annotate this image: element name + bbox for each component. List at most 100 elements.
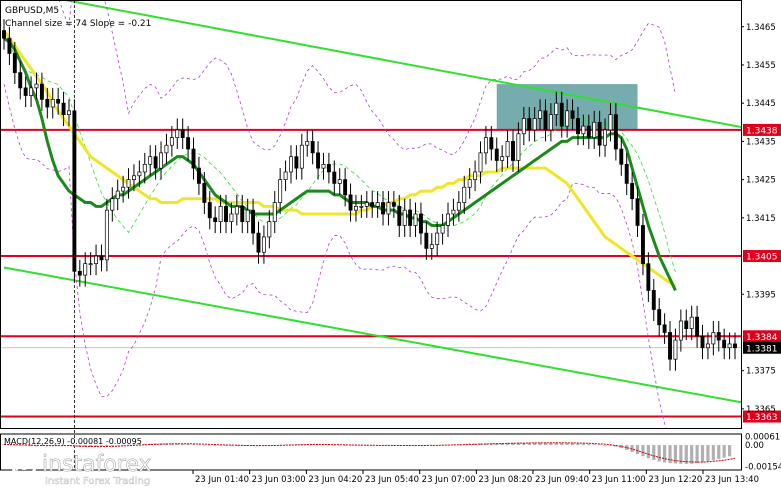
x-tick-label: 23 Jun 12:20 bbox=[648, 475, 702, 485]
macd-bar bbox=[126, 444, 131, 446]
candle bbox=[565, 99, 570, 138]
candle-body bbox=[294, 156, 299, 169]
candle bbox=[12, 42, 17, 85]
macd-bar bbox=[370, 445, 374, 446]
macd-bar bbox=[424, 445, 428, 446]
bollinger-lower bbox=[3, 83, 667, 428]
candle bbox=[283, 160, 288, 192]
macd-bar bbox=[598, 444, 602, 446]
candle-body bbox=[375, 202, 380, 207]
candle bbox=[2, 19, 6, 50]
candle-body bbox=[278, 179, 283, 203]
macd-bar bbox=[256, 445, 261, 446]
candle-body bbox=[402, 209, 407, 226]
macd-bar bbox=[543, 442, 548, 446]
candle bbox=[218, 194, 223, 234]
candle bbox=[619, 137, 624, 176]
candle bbox=[592, 110, 597, 150]
candle-body bbox=[153, 156, 158, 169]
candle-body bbox=[651, 290, 656, 310]
candle-body bbox=[538, 110, 543, 119]
macd-bar bbox=[181, 443, 185, 446]
candle bbox=[413, 202, 418, 237]
candle bbox=[716, 321, 721, 352]
candle bbox=[532, 107, 537, 142]
candle bbox=[67, 99, 71, 127]
candle-body bbox=[657, 309, 662, 326]
macd-bar bbox=[484, 443, 488, 446]
macd-bar bbox=[727, 445, 732, 457]
candle-body bbox=[186, 137, 191, 150]
macd-bar bbox=[533, 442, 537, 446]
candle bbox=[23, 76, 28, 107]
macd-bar bbox=[289, 444, 293, 446]
macd-bar bbox=[549, 442, 553, 446]
candle bbox=[429, 233, 434, 260]
main-pane-frame bbox=[0, 0, 742, 429]
macd-tick-label: 0.00061 bbox=[745, 433, 780, 443]
macd-bar bbox=[121, 444, 125, 446]
candle-body bbox=[34, 83, 39, 89]
candle-body bbox=[2, 30, 6, 39]
y-tick-label: 1.3395 bbox=[746, 290, 776, 300]
candle-body bbox=[446, 213, 450, 226]
macd-bar bbox=[576, 443, 580, 446]
candle bbox=[110, 187, 115, 222]
candle bbox=[570, 99, 575, 130]
macd-bar bbox=[34, 445, 39, 447]
candle-body bbox=[521, 118, 526, 135]
candle bbox=[554, 91, 559, 127]
candle-body bbox=[267, 221, 272, 238]
candle-body bbox=[413, 213, 418, 226]
candle bbox=[662, 313, 667, 344]
candle-body bbox=[716, 332, 721, 341]
macd-bar bbox=[516, 442, 521, 446]
watermark-brand: instaforex bbox=[42, 452, 152, 477]
candle bbox=[50, 87, 55, 119]
candle bbox=[7, 26, 12, 65]
candle bbox=[586, 114, 591, 150]
candle-body bbox=[592, 121, 597, 138]
candle bbox=[689, 305, 694, 341]
candle-body bbox=[104, 209, 109, 261]
symbol-label: GBPUSD,M5 bbox=[5, 6, 59, 16]
macd-bar bbox=[338, 444, 342, 446]
macd-bar bbox=[581, 443, 585, 446]
candle-body bbox=[527, 118, 532, 131]
macd-bar bbox=[365, 445, 369, 446]
macd-bar bbox=[554, 442, 558, 446]
candle bbox=[467, 168, 472, 199]
macd-bar bbox=[89, 445, 93, 448]
candle-body bbox=[640, 225, 645, 265]
macd-bar bbox=[213, 445, 217, 446]
candle bbox=[191, 137, 196, 180]
candle bbox=[711, 321, 716, 356]
candle bbox=[316, 141, 321, 180]
candle bbox=[77, 259, 82, 287]
candle bbox=[435, 221, 440, 257]
candle bbox=[321, 152, 326, 180]
macd-bar bbox=[311, 444, 315, 446]
candle-body bbox=[467, 179, 472, 188]
macd-bar bbox=[527, 442, 531, 446]
candle bbox=[34, 72, 39, 100]
macd-bar bbox=[99, 445, 104, 447]
candle-body bbox=[99, 255, 104, 261]
macd-bar bbox=[635, 445, 640, 455]
candle bbox=[186, 126, 191, 161]
macd-bar bbox=[7, 444, 12, 446]
y-tick-label: 1.3425 bbox=[746, 176, 776, 186]
candle bbox=[153, 145, 158, 180]
x-tick-label: 23 Jun 09:40 bbox=[535, 475, 589, 485]
candle bbox=[196, 156, 201, 195]
candle-body bbox=[397, 206, 402, 226]
candle bbox=[364, 191, 369, 218]
macd-bar bbox=[218, 445, 223, 446]
candle bbox=[245, 198, 250, 234]
candle bbox=[630, 171, 635, 211]
last-price-label: 1.3381 bbox=[746, 344, 778, 354]
candle bbox=[640, 214, 645, 276]
candle-body bbox=[381, 202, 385, 215]
candle-body bbox=[511, 141, 515, 161]
